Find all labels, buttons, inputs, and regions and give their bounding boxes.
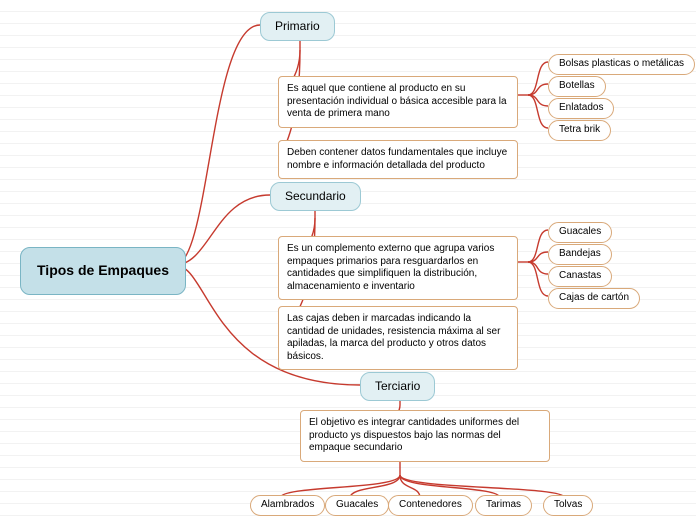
branch-secundario-label: Secundario [285, 189, 346, 203]
terciario-desc1-text: El objetivo es integrar cantidades unifo… [309, 417, 519, 453]
secundario-leaf-2: Bandejas [548, 244, 612, 265]
primario-leaf-2: Botellas [548, 76, 606, 97]
root-label: Tipos de Empaques [37, 262, 169, 278]
secundario-desc2-text: Las cajas deben ir marcadas indicando la… [287, 313, 500, 362]
secundario-leaf-3: Canastas [548, 266, 612, 287]
secundario-desc1: Es un complemento externo que agrupa var… [278, 236, 518, 300]
terciario-leaf-2: Guacales [325, 495, 389, 516]
primario-leaf-1: Bolsas plasticas o metálicas [548, 54, 695, 75]
branch-terciario-label: Terciario [375, 379, 420, 393]
primario-desc1-text: Es aquel que contiene al producto en su … [287, 83, 507, 119]
secundario-desc2: Las cajas deben ir marcadas indicando la… [278, 306, 518, 370]
terciario-leaf-5: Tolvas [543, 495, 593, 516]
terciario-leaf-4: Tarimas [475, 495, 532, 516]
terciario-leaf-3: Contenedores [388, 495, 473, 516]
root-node: Tipos de Empaques [20, 247, 186, 295]
primario-desc2: Deben contener datos fundamentales que i… [278, 140, 518, 179]
primario-desc1: Es aquel que contiene al producto en su … [278, 76, 518, 128]
branch-terciario: Terciario [360, 372, 435, 401]
branch-secundario: Secundario [270, 182, 361, 211]
primario-desc2-text: Deben contener datos fundamentales que i… [287, 147, 507, 171]
secundario-leaf-1: Guacales [548, 222, 612, 243]
branch-primario: Primario [260, 12, 335, 41]
primario-leaf-3: Enlatados [548, 98, 614, 119]
primario-leaf-4: Tetra brik [548, 120, 611, 141]
terciario-leaf-1: Alambrados [250, 495, 325, 516]
branch-primario-label: Primario [275, 19, 320, 33]
secundario-desc1-text: Es un complemento externo que agrupa var… [287, 243, 494, 292]
terciario-desc1: El objetivo es integrar cantidades unifo… [300, 410, 550, 462]
secundario-leaf-4: Cajas de cartón [548, 288, 640, 309]
